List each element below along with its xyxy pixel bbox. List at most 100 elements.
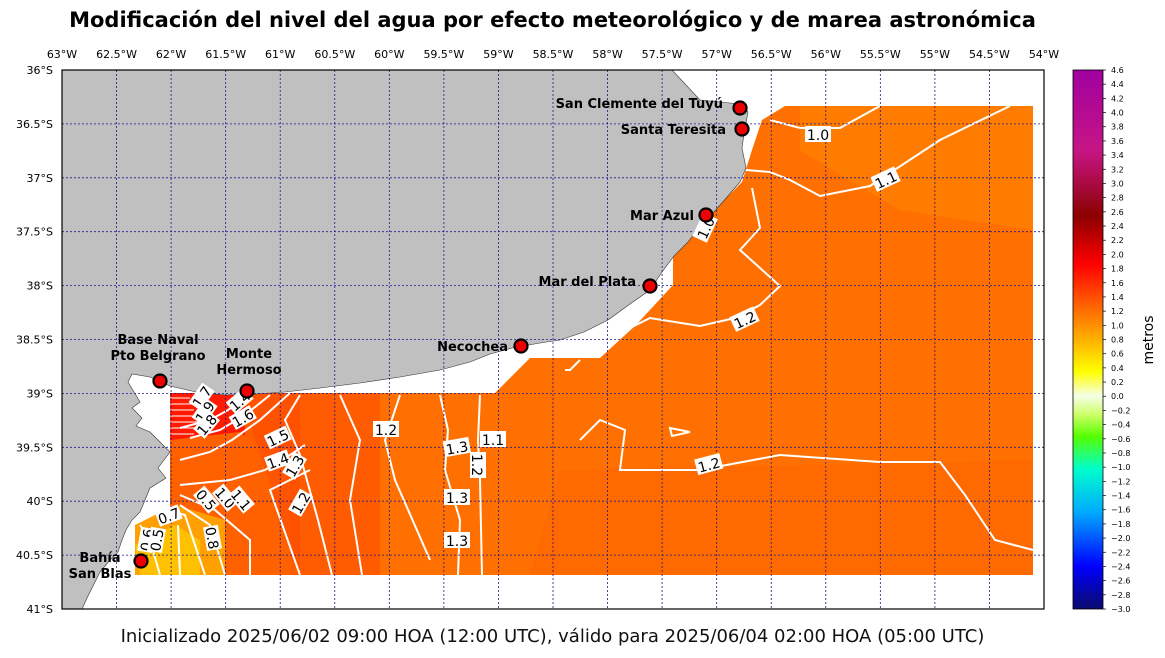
colorbar-tick-label: 2.6 — [1111, 208, 1124, 217]
colorbar-tick-label: −1.8 — [1111, 520, 1130, 529]
colorbar-tick-label: −1.2 — [1111, 477, 1130, 486]
latitude-label: 37°S — [27, 172, 53, 185]
colorbar-tick-label: 1.2 — [1111, 307, 1124, 316]
contour-label: 1.0 — [807, 128, 829, 144]
colorbar-tick-label: 1.4 — [1111, 293, 1124, 302]
colorbar-tick-label: 4.4 — [1111, 80, 1124, 89]
colorbar-tick-label: −1.4 — [1111, 492, 1130, 501]
colorbar-tick-label: 0.0 — [1111, 392, 1124, 401]
colorbar-tick-label: 0.2 — [1111, 378, 1124, 387]
longitude-label: 61.5°W — [205, 48, 246, 61]
station-markers: San Clemente del Tuyú Santa Teresita Mar… — [69, 97, 750, 582]
contour-label: 1.3 — [446, 491, 468, 507]
colorbar-tick-label: −0.8 — [1111, 449, 1130, 458]
latitude-label: 38°S — [27, 280, 53, 293]
longitude-label: 57°W — [701, 48, 731, 61]
colorbar-tick-label: 3.4 — [1111, 151, 1124, 160]
graticule — [62, 70, 1044, 609]
colorbar-tick-label: 2.2 — [1111, 236, 1124, 245]
station-label-bahia-san-blas: Bahía San Blas — [69, 551, 132, 582]
station-marker-necochea[interactable] — [513, 338, 529, 354]
colorbar-tick-label: −1.6 — [1111, 506, 1130, 515]
longitude-label: 56°W — [811, 48, 841, 61]
latitude-label: 36°S — [27, 64, 53, 77]
colorbar-tick-label: 2.0 — [1111, 250, 1124, 259]
longitude-label: 55.5°W — [860, 48, 901, 61]
contour-label: 1.2 — [468, 454, 484, 476]
station-label-monte-hermoso: Monte Hermoso — [216, 347, 281, 378]
latitude-label: 37.5°S — [16, 226, 53, 239]
colorbar-tick-label: 2.8 — [1111, 194, 1124, 203]
longitude-label: 58°W — [592, 48, 622, 61]
longitude-label: 59°W — [483, 48, 513, 61]
longitude-label: 63°W — [47, 48, 77, 61]
colorbar-tick-label: 0.8 — [1111, 336, 1124, 345]
latitude-label: 39°S — [27, 387, 53, 400]
validity-footer: Inicializado 2025/06/02 09:00 HOA (12:00… — [120, 626, 985, 647]
station-label-base-naval: Base Naval Pto Belgrano — [110, 333, 205, 364]
colorbar-label: metros — [1141, 315, 1157, 364]
colorbar-tick-label: 3.6 — [1111, 137, 1124, 146]
station-marker-bahia-san-blas[interactable] — [133, 553, 149, 569]
latitude-label: 36.5°S — [16, 118, 53, 131]
station-label-mar-del-plata: Mar del Plata — [539, 275, 637, 290]
longitude-label: 62°W — [156, 48, 186, 61]
contour-label: 1.2 — [375, 423, 397, 439]
latitude-label: 38.5°S — [16, 334, 53, 347]
station-marker-base-naval[interactable] — [152, 373, 168, 389]
station-label-mar-azul: Mar Azul — [630, 209, 694, 224]
station-label-santa-teresita: Santa Teresita — [621, 123, 726, 138]
colorbar-tick-label: −2.6 — [1111, 577, 1130, 586]
station-marker-san-clemente[interactable] — [732, 100, 748, 116]
station-marker-mar-azul[interactable] — [698, 207, 714, 223]
latitude-label: 40.5°S — [16, 549, 53, 562]
contour-label: 0.8 — [201, 526, 221, 551]
colorbar-tick-label: 4.2 — [1111, 94, 1124, 103]
colorbar-tick-label: −2.2 — [1111, 548, 1130, 557]
latitude-label: 39.5°S — [16, 441, 53, 454]
colorbar-tick-label: −2.8 — [1111, 591, 1130, 600]
station-marker-monte-hermoso[interactable] — [239, 383, 255, 399]
longitude-label: 54°W — [1029, 48, 1059, 61]
colorbar — [1072, 69, 1104, 610]
longitude-label: 54.5°W — [969, 48, 1010, 61]
contour-label: 0.5 — [148, 528, 168, 553]
colorbar-tick-label: 1.0 — [1111, 321, 1124, 330]
station-marker-santa-teresita[interactable] — [734, 121, 750, 137]
latitude-labels: 36°S 36.5°S 37°S 37.5°S 38°S 38.5°S 39°S 39.5°S… — [16, 64, 53, 616]
colorbar-tick-label: −2.4 — [1111, 562, 1130, 571]
longitude-label: 56.5°W — [751, 48, 792, 61]
contour-label: 0.7 — [156, 506, 182, 529]
colorbar-tick-label: −1.0 — [1111, 463, 1130, 472]
colorbar-tick-label: −0.4 — [1111, 421, 1130, 430]
longitude-label: 59.5°W — [423, 48, 464, 61]
contour-label: 1.3 — [445, 439, 470, 459]
colorbar-tick-label: 1.8 — [1111, 265, 1124, 274]
station-label-san-clemente: San Clemente del Tuyú — [556, 97, 723, 112]
colorbar-tick-label: −3.0 — [1111, 605, 1130, 614]
map-frame — [61, 69, 1045, 610]
longitude-label: 55°W — [920, 48, 950, 61]
station-marker-mar-del-plata[interactable] — [642, 278, 658, 294]
colorbar-tick-label: 0.4 — [1111, 364, 1124, 373]
latitude-label: 40°S — [27, 495, 53, 508]
colorbar-tick-label: 3.8 — [1111, 123, 1124, 132]
colorbar-tick-label: −0.6 — [1111, 435, 1130, 444]
colorbar-tick-label: 1.6 — [1111, 279, 1124, 288]
colorbar-tick-label: −0.2 — [1111, 406, 1130, 415]
longitude-label: 61°W — [265, 48, 295, 61]
contour-label: 1.3 — [446, 534, 468, 550]
colorbar-tick-label: −2.0 — [1111, 534, 1130, 543]
longitude-label: 60.5°W — [314, 48, 355, 61]
colorbar-tick-label: 2.4 — [1111, 222, 1124, 231]
colorbar-tick-label: 4.6 — [1111, 66, 1124, 75]
colorbar-tick-label: 3.2 — [1111, 165, 1124, 174]
map-title: Modificación del nivel del agua por efec… — [69, 8, 1036, 32]
colorbar-tick-label: 4.0 — [1111, 109, 1124, 118]
contour-label: 1.2 — [696, 455, 722, 476]
colorbar-ticks: 4.6 4.4 4.2 4.0 3.8 3.6 3.4 3.2 3.0 2.8 2.6 2.4 2.2 2… — [1103, 66, 1130, 614]
longitude-labels: 63°W 62.5°W 62°W 61.5°W 61°W 60.5°W 60°W 59.5°W… — [47, 48, 1059, 61]
colorbar-tick-label: 3.0 — [1111, 179, 1124, 188]
latitude-label: 41°S — [27, 603, 53, 616]
